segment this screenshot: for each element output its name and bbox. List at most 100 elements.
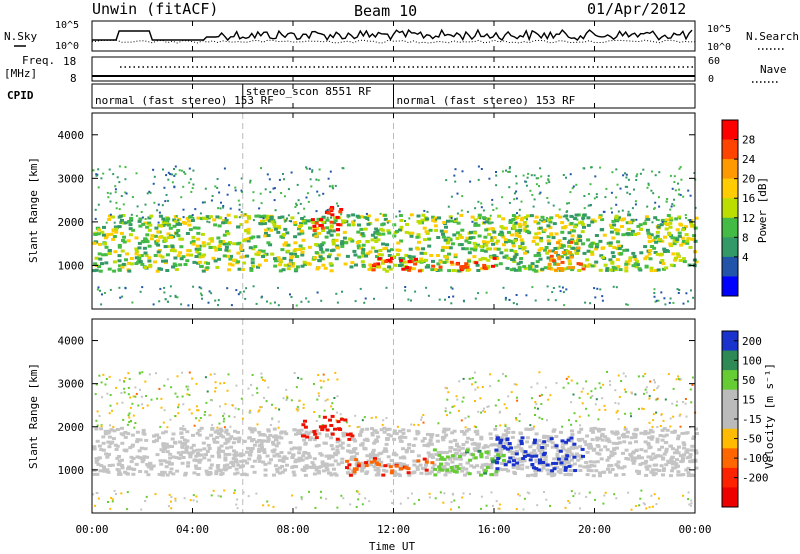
heat-cell	[695, 432, 699, 436]
heat-cell	[384, 469, 389, 473]
heat-cell	[385, 428, 389, 432]
heat-cell	[330, 447, 335, 451]
heat-cell	[348, 432, 353, 436]
heat-cell	[311, 463, 316, 467]
heat-cell	[650, 468, 655, 472]
heat-cell	[557, 239, 562, 243]
heat-cell	[393, 263, 398, 267]
heat-cell	[323, 441, 328, 445]
heat-cell	[325, 226, 330, 230]
heat-cell	[555, 214, 560, 218]
heat-cell	[616, 240, 621, 244]
heat-cell	[375, 453, 380, 457]
heat-cell	[565, 454, 570, 458]
heat-cell	[426, 451, 431, 455]
heat-cell	[553, 247, 558, 250]
heat-cell	[495, 425, 497, 428]
heat-cell	[350, 261, 355, 265]
heat-cell	[211, 424, 214, 427]
heat-cell	[556, 461, 561, 465]
heat-cell	[595, 436, 600, 440]
heat-cell	[485, 504, 488, 507]
heat-cell	[286, 395, 289, 398]
heat-cell	[508, 298, 511, 301]
heat-cell	[607, 456, 612, 460]
heat-cell	[206, 220, 209, 223]
heat-cell	[456, 398, 459, 401]
heat-cell	[229, 445, 234, 449]
heat-cell	[597, 437, 602, 440]
heat-cell	[266, 429, 271, 433]
heat-cell	[477, 213, 482, 217]
heat-cell	[541, 463, 546, 467]
heat-cell	[178, 453, 183, 457]
heat-cell	[108, 412, 111, 415]
heat-cell	[520, 436, 525, 440]
heat-cell	[515, 449, 519, 453]
heat-cell	[271, 418, 274, 421]
heat-cell	[570, 238, 575, 242]
heat-cell	[114, 188, 117, 191]
heat-cell	[361, 234, 366, 238]
heat-cell	[347, 463, 352, 467]
heat-cell	[107, 218, 112, 221]
heat-cell	[337, 205, 340, 207]
heat-cell	[422, 443, 427, 447]
heat-cell	[105, 378, 108, 380]
colorbar-tick-label: 20	[742, 173, 755, 186]
heat-cell	[164, 200, 167, 203]
heat-cell	[433, 216, 438, 220]
heat-cell	[152, 303, 155, 306]
noise-left-tick-low: 10^0	[55, 41, 79, 52]
heat-cell	[515, 294, 518, 296]
heat-cell	[112, 425, 115, 428]
heat-cell	[290, 216, 295, 220]
heat-cell	[191, 433, 195, 437]
heat-cell	[189, 446, 194, 450]
heat-cell	[656, 397, 659, 400]
heat-cell	[192, 458, 197, 462]
heat-cell	[568, 469, 573, 472]
heat-cell	[572, 462, 577, 466]
heat-cell	[653, 251, 658, 254]
heat-cell	[598, 214, 603, 218]
heat-cell	[309, 466, 314, 469]
heat-cell	[676, 288, 679, 291]
heat-cell	[250, 261, 255, 265]
heat-cell	[332, 216, 337, 220]
heat-cell	[373, 440, 378, 444]
heat-cell	[515, 396, 518, 399]
heat-cell	[473, 222, 478, 226]
heat-cell	[668, 225, 673, 229]
heat-cell	[336, 420, 341, 424]
heat-cell	[486, 227, 491, 231]
heat-cell	[491, 242, 495, 246]
heat-cell	[510, 391, 513, 394]
heat-cell	[312, 472, 317, 476]
heat-cell	[515, 383, 518, 386]
heat-cell	[349, 450, 353, 454]
heat-cell	[585, 495, 588, 498]
heat-cell	[240, 189, 243, 192]
heat-cell	[587, 204, 590, 207]
heat-cell	[268, 243, 273, 247]
heat-cell	[135, 430, 140, 434]
heat-cell	[252, 191, 255, 194]
heat-cell	[297, 199, 300, 202]
heat-cell	[662, 452, 667, 456]
heat-cell	[569, 452, 574, 456]
heat-cell	[592, 447, 597, 451]
heat-cell	[221, 435, 226, 439]
heat-cell	[115, 428, 120, 431]
heat-cell	[370, 246, 375, 250]
heat-cell	[216, 236, 221, 240]
heat-cell	[691, 223, 696, 227]
heat-cell	[331, 408, 334, 411]
heat-cell	[247, 495, 250, 498]
heat-cell	[448, 238, 453, 242]
heat-cell	[224, 437, 229, 441]
heat-cell	[246, 227, 251, 231]
heat-cell	[449, 446, 454, 450]
heat-cell	[535, 183, 538, 186]
heat-cell	[453, 253, 458, 257]
